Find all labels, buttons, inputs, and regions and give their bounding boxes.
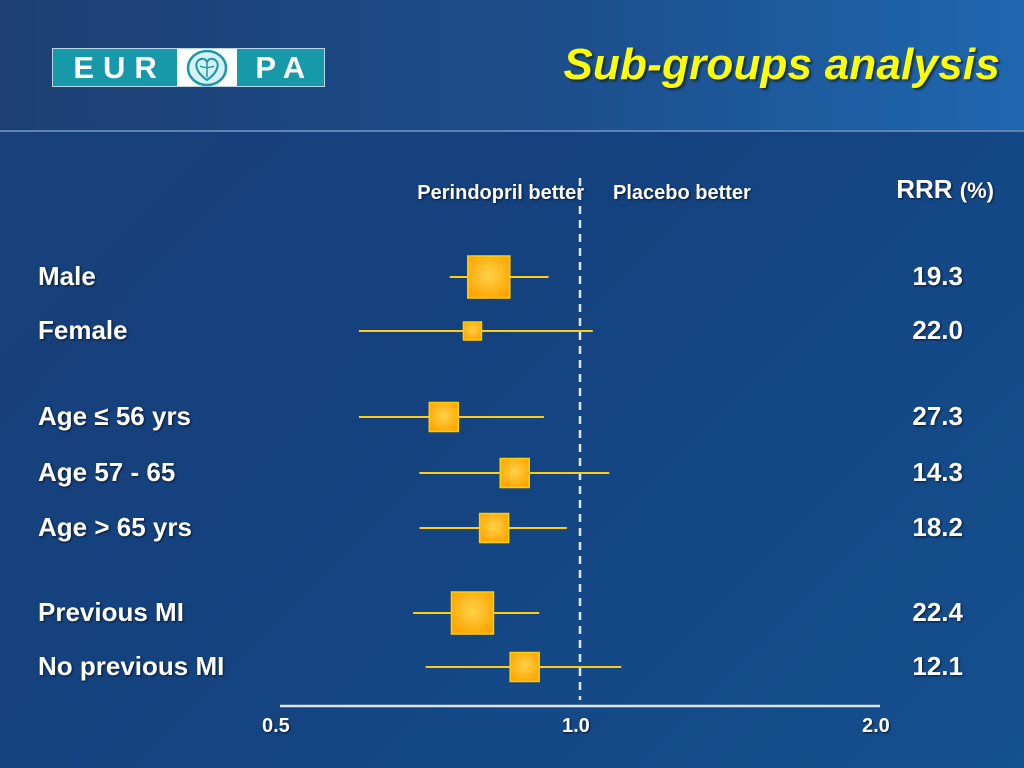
rrr-header-unit: (%) (959, 178, 994, 203)
estimate-marker (428, 401, 460, 433)
row-label: Male (38, 261, 96, 291)
slide-title: Sub-groups analysis (563, 40, 1000, 89)
rrr-column-header: RRR (%) (896, 174, 994, 205)
estimate-marker (467, 255, 511, 299)
header-left-label: Perindopril better (417, 182, 584, 204)
rrr-value: 14.3 (912, 457, 963, 487)
row-label: Age ≤ 56 yrs (38, 401, 192, 431)
rrr-value: 18.2 (912, 512, 963, 542)
row-label: Female (38, 315, 128, 345)
rrr-header-label: RRR (896, 174, 953, 204)
rrr-value: 22.0 (912, 315, 963, 345)
rrr-value: 12.1 (912, 651, 963, 681)
x-tick-label: 0.5 (262, 715, 290, 737)
estimate-marker (499, 457, 530, 489)
logo-text-left: EUR (53, 49, 178, 86)
rrr-value: 22.4 (912, 597, 963, 627)
x-tick-label: 2.0 (862, 715, 890, 737)
heart-globe-icon (177, 49, 237, 86)
row-label: Age > 65 yrs (38, 512, 192, 542)
rrr-value: 27.3 (912, 401, 963, 431)
header-right-label: Placebo better (613, 182, 751, 204)
slide-header: EUR PA Sub-groups analysis (0, 0, 1024, 132)
row-label: Previous MI (38, 597, 184, 627)
estimate-marker (478, 512, 510, 544)
row-label: No previous MI (38, 651, 225, 681)
rrr-value: 19.3 (912, 261, 963, 291)
europa-logo: EUR PA (52, 48, 325, 87)
estimate-marker (450, 591, 495, 635)
x-tick-label: 1.0 (562, 715, 590, 737)
estimate-marker (462, 321, 483, 341)
row-label: Age 57 - 65 (38, 457, 176, 487)
logo-text-right: PA (236, 49, 324, 86)
estimate-marker (509, 651, 540, 683)
